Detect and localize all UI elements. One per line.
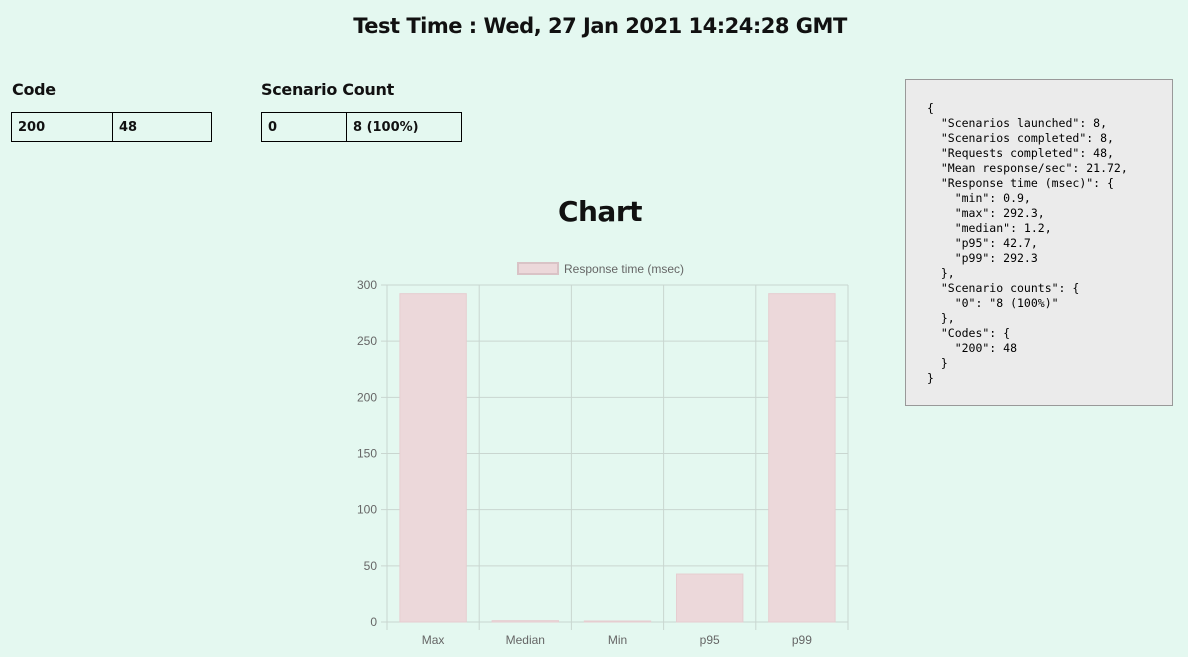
table-row: 200 48 xyxy=(11,112,212,142)
page-title: Test Time : Wed, 27 Jan 2021 14:24:28 GM… xyxy=(353,14,847,38)
y-tick-label: 200 xyxy=(357,390,377,404)
bar-median xyxy=(491,620,559,623)
y-tick-label: 100 xyxy=(357,503,377,517)
y-tick-label: 250 xyxy=(357,334,377,348)
legend-label: Response time (msec) xyxy=(564,262,684,276)
summary-json-text: { "Scenarios launched": 8, "Scenarios co… xyxy=(927,101,1128,385)
code-key-cell: 200 xyxy=(11,112,113,142)
scenario-key-cell: 0 xyxy=(261,112,347,142)
code-value-cell: 48 xyxy=(112,112,212,142)
chart-heading: Chart xyxy=(557,195,643,228)
y-tick-label: 300 xyxy=(357,278,377,292)
x-tick-label: Max xyxy=(422,633,445,647)
y-tick-label: 0 xyxy=(370,615,377,629)
response-time-chart: 0 50 100 150 200 250 300 Max Median Min p95 p99 Resp… xyxy=(357,262,849,647)
codes-heading: Code xyxy=(12,80,56,99)
x-tick-label: Median xyxy=(506,633,545,647)
table-row: 0 8 (100%) xyxy=(261,112,462,142)
bar-p95 xyxy=(676,573,744,623)
bar-max xyxy=(399,293,467,623)
codes-table: 200 48 xyxy=(11,112,212,142)
scenario-count-table: 0 8 (100%) xyxy=(261,112,462,142)
scenario-value-cell: 8 (100%) xyxy=(346,112,462,142)
scenario-count-heading: Scenario Count xyxy=(261,80,394,99)
x-tick-label: Min xyxy=(608,633,627,647)
bar-min xyxy=(583,620,652,623)
x-tick-label: p99 xyxy=(792,633,812,647)
y-tick-label: 150 xyxy=(357,447,377,461)
bar-p99 xyxy=(768,293,836,623)
summary-json-panel: { "Scenarios launched": 8, "Scenarios co… xyxy=(905,79,1173,406)
y-tick-label: 50 xyxy=(364,559,378,573)
x-tick-label: p95 xyxy=(700,633,720,647)
legend-swatch xyxy=(517,262,559,275)
